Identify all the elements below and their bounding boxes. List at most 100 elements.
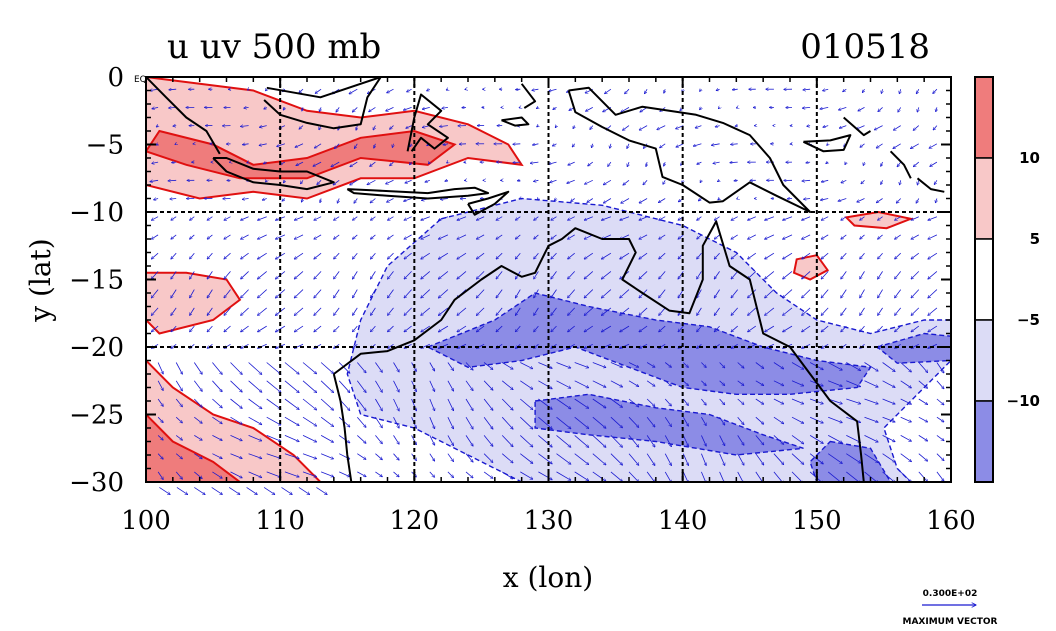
- wind-vector-610: [841, 325, 847, 332]
- wind-vector-656: [878, 343, 883, 348]
- wind-vector-611: [860, 325, 865, 332]
- wind-vector-241: [533, 180, 539, 181]
- wind-vector-518: [765, 289, 775, 298]
- wind-vector-284: [519, 199, 520, 200]
- wind-vector-201: [608, 161, 612, 167]
- wind-vector-76: [736, 107, 738, 108]
- wind-vector-672: [375, 362, 382, 373]
- wind-vector-263: [934, 180, 938, 184]
- wind-vector-944: [520, 471, 533, 479]
- wind-vector-246: [623, 179, 630, 185]
- wind-vector-946: [556, 471, 571, 480]
- wind-vector-856: [520, 435, 533, 447]
- wind-vector-109: [537, 126, 539, 127]
- wind-vector-826: [773, 416, 784, 424]
- wind-vector-536: [294, 307, 304, 316]
- y-tick-label: −25: [69, 401, 124, 431]
- wind-vector-163: [711, 144, 720, 146]
- wind-vector-354: [190, 234, 195, 239]
- wind-vector-780: [737, 398, 744, 405]
- wind-vector-787: [864, 398, 879, 404]
- wind-vector-667: [284, 362, 299, 375]
- wind-vector-803: [356, 416, 366, 427]
- wind-vector-130: [913, 125, 920, 131]
- wind-vector-398: [190, 252, 195, 259]
- wind-vector-754: [266, 398, 281, 409]
- wind-vector-429: [748, 252, 757, 259]
- wind-vector-247: [643, 180, 648, 185]
- wind-vector-805: [393, 417, 400, 428]
- y-axis-ticks: 0 −5 −10 −15 −20 −25 −30: [69, 63, 951, 498]
- colorbar-segment-0: [974, 76, 994, 159]
- wind-vector-325: [457, 216, 467, 221]
- wind-vector-42: [916, 89, 920, 94]
- wind-vector-230: [333, 179, 340, 185]
- wind-vector-38: [843, 89, 847, 92]
- wind-vector-834: [918, 416, 928, 422]
- y-tick-label: −15: [69, 266, 124, 296]
- wind-vector-527: [928, 289, 938, 298]
- wind-vector-217: [897, 161, 902, 167]
- wind-vector-65: [536, 107, 538, 108]
- wind-vector-381: [678, 234, 684, 239]
- wind-vector-837: [175, 435, 182, 440]
- wind-vector-499: [421, 289, 431, 298]
- wind-vector-602: [697, 325, 702, 332]
- wind-vector-40: [881, 89, 882, 93]
- wind-vector-187: [350, 161, 358, 167]
- wind-vector-833: [900, 416, 912, 422]
- wind-vector-517: [748, 289, 757, 298]
- wind-vector-148: [443, 144, 448, 145]
- wind-vector-733: [683, 380, 688, 386]
- wind-vector-60: [442, 107, 448, 108]
- wind-vector-770: [556, 398, 571, 409]
- wind-vector-923: [936, 453, 944, 461]
- wind-vector-716: [375, 380, 382, 393]
- wind-vector-422: [620, 252, 630, 259]
- wind-vector-892: [375, 453, 382, 460]
- wind-vector-537: [314, 307, 322, 316]
- wind-vector-876: [882, 435, 896, 441]
- wind-vector-408: [370, 252, 376, 259]
- wind-vector-44: [152, 107, 159, 108]
- wind-vector-357: [241, 234, 249, 239]
- wind-vector-882: [194, 453, 202, 459]
- coastline-3: [346, 186, 490, 200]
- wind-vector-883: [212, 453, 222, 459]
- wind-vector-678: [483, 362, 493, 370]
- wind-vector-605: [748, 325, 757, 332]
- wind-vector-467: [639, 271, 648, 279]
- wind-vector-559: [714, 307, 720, 316]
- wind-vector-708: [230, 380, 243, 392]
- wind-vector-245: [603, 179, 612, 185]
- wind-vector-140: [295, 143, 304, 148]
- wind-vector-400: [224, 252, 231, 259]
- wind-vector-743: [864, 380, 879, 387]
- wind-vector-816: [592, 416, 606, 428]
- wind-vector-112: [590, 125, 594, 130]
- wind-vector-950: [628, 471, 639, 482]
- x-tick-label: 160: [926, 506, 976, 536]
- wind-vector-208: [730, 162, 738, 163]
- wind-vector-454: [404, 271, 412, 279]
- wind-vector-318: [334, 216, 340, 221]
- wind-vector-699: [864, 362, 879, 372]
- wind-vector-345: [821, 216, 829, 221]
- wind-vector-595: [568, 325, 575, 332]
- wind-vector-439: [928, 252, 938, 259]
- wind-vector-397: [171, 252, 177, 259]
- wind-vector-321: [387, 216, 394, 221]
- wind-vector-371: [496, 234, 503, 239]
- wind-vector-853: [465, 435, 473, 446]
- plot-area: [146, 77, 951, 482]
- wind-vector-700: [882, 362, 896, 372]
- wind-vector-694: [773, 362, 784, 369]
- wind-vector-474: [765, 271, 775, 279]
- wind-vector-790: [918, 398, 928, 405]
- wind-vector-603: [714, 325, 720, 332]
- wind-vector-832: [882, 416, 896, 422]
- wind-vector-500: [438, 289, 449, 298]
- wind-vector-75: [718, 107, 719, 108]
- wind-vector-409: [387, 252, 394, 259]
- wind-vector-368: [438, 234, 449, 239]
